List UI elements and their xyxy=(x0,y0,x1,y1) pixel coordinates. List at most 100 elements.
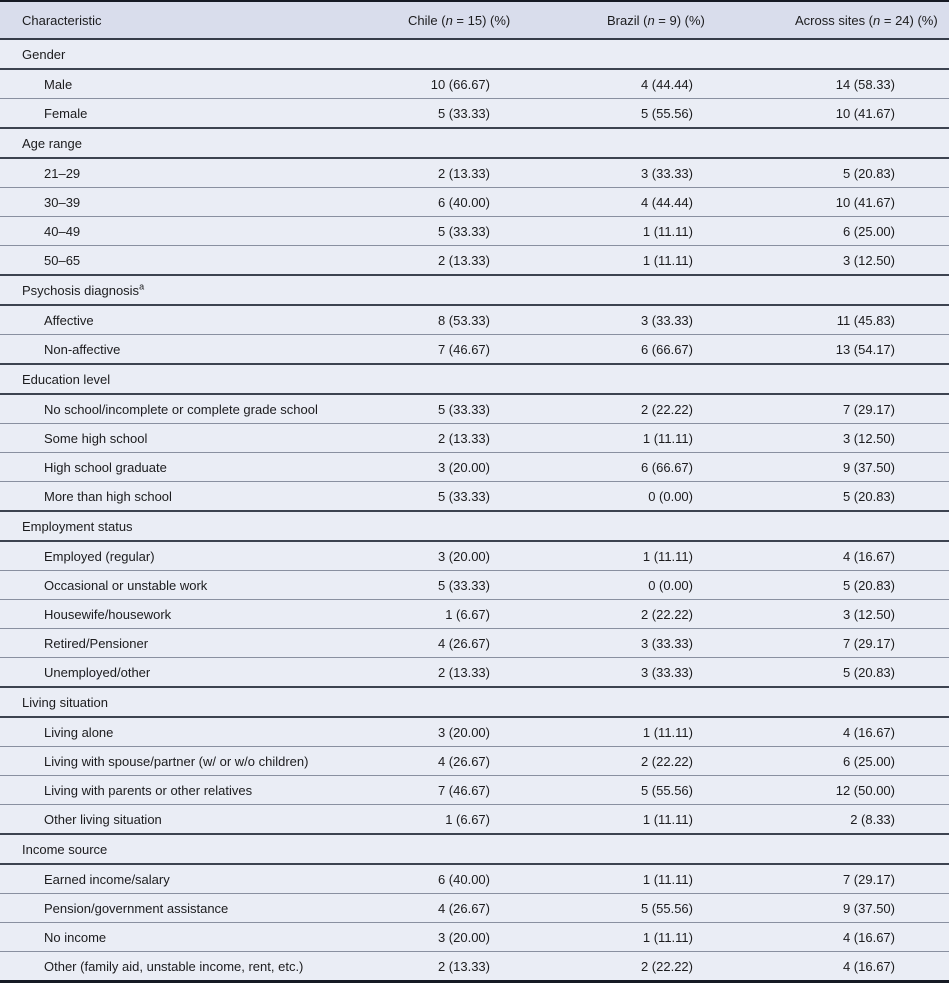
brazil-value: 1 (11.11) xyxy=(570,716,760,747)
row-label-cell: Gender xyxy=(0,38,385,70)
row-label-cell: Unemployed/other xyxy=(0,657,385,687)
table-row: Living with parents or other relatives 7… xyxy=(0,775,949,805)
table-row: Income source xyxy=(0,833,949,865)
across-sites-value xyxy=(760,833,949,865)
brazil-value: 3 (33.33) xyxy=(570,304,760,335)
brazil-value: 2 (22.22) xyxy=(570,746,760,776)
across-sites-value xyxy=(760,127,949,159)
brazil-value: 5 (55.56) xyxy=(570,775,760,805)
chile-value: 3 (20.00) xyxy=(385,922,570,952)
row-label: Employed (regular) xyxy=(44,548,155,564)
table-row: Age range xyxy=(0,127,949,159)
brazil-value: 0 (0.00) xyxy=(570,481,760,511)
table-row: Some high school 2 (13.33) 1 (11.11) 3 (… xyxy=(0,423,949,453)
row-label-cell: 50–65 xyxy=(0,245,385,275)
row-label-cell: Male xyxy=(0,68,385,99)
italic-n: n xyxy=(445,12,453,28)
chile-value: 3 (20.00) xyxy=(385,540,570,571)
row-label-cell: Housewife/housework xyxy=(0,599,385,629)
chile-value: 2 (13.33) xyxy=(385,657,570,687)
row-label: Unemployed/other xyxy=(44,664,151,680)
brazil-value: 4 (44.44) xyxy=(570,187,760,217)
brazil-value: 3 (33.33) xyxy=(570,657,760,687)
table-row: Occasional or unstable work 5 (33.33) 0 … xyxy=(0,570,949,600)
row-label-cell: 40–49 xyxy=(0,216,385,246)
brazil-value: 2 (22.22) xyxy=(570,951,760,982)
chile-value: 1 (6.67) xyxy=(385,804,570,834)
across-sites-value: 7 (29.17) xyxy=(760,628,949,658)
chile-value xyxy=(385,363,570,395)
row-label-cell: High school graduate xyxy=(0,452,385,482)
chile-value: 7 (46.67) xyxy=(385,334,570,364)
table-row: Other living situation 1 (6.67) 1 (11.11… xyxy=(0,804,949,834)
row-label: Other living situation xyxy=(44,811,162,827)
brazil-value: 1 (11.11) xyxy=(570,540,760,571)
table-row: Employment status xyxy=(0,510,949,542)
row-label-cell: 21–29 xyxy=(0,157,385,188)
across-sites-value: 9 (37.50) xyxy=(760,893,949,923)
brazil-value xyxy=(570,363,760,395)
column-header-chile: Chile (n = 15) (%) xyxy=(385,1,570,40)
across-sites-value: 3 (12.50) xyxy=(760,245,949,275)
row-label-cell: Affective xyxy=(0,304,385,335)
chile-value: 3 (20.00) xyxy=(385,452,570,482)
row-label: More than high school xyxy=(44,488,172,504)
brazil-value: 1 (11.11) xyxy=(570,863,760,894)
brazil-value xyxy=(570,510,760,542)
row-label-cell: No income xyxy=(0,922,385,952)
table-row: Employed (regular) 3 (20.00) 1 (11.11) 4… xyxy=(0,540,949,571)
row-label-cell: No school/incomplete or complete grade s… xyxy=(0,393,385,424)
header-row: Characteristic Chile (n = 15) (%) Brazil… xyxy=(0,1,949,40)
column-header-label: Chile ( xyxy=(408,12,446,28)
table-row: High school graduate 3 (20.00) 6 (66.67)… xyxy=(0,452,949,482)
chile-value xyxy=(385,274,570,306)
chile-value: 1 (6.67) xyxy=(385,599,570,629)
table-row: Living alone 3 (20.00) 1 (11.11) 4 (16.6… xyxy=(0,716,949,747)
row-label: Employment status xyxy=(22,518,133,534)
row-label-cell: More than high school xyxy=(0,481,385,511)
row-label-cell: Employment status xyxy=(0,510,385,542)
chile-value xyxy=(385,686,570,718)
table-row: No income 3 (20.00) 1 (11.11) 4 (16.67) xyxy=(0,922,949,952)
across-sites-value: 4 (16.67) xyxy=(760,922,949,952)
table-row: Education level xyxy=(0,363,949,395)
across-sites-value: 4 (16.67) xyxy=(760,951,949,982)
chile-value xyxy=(385,510,570,542)
table-row: Non-affective 7 (46.67) 6 (66.67) 13 (54… xyxy=(0,334,949,364)
row-label: 40–49 xyxy=(44,223,81,239)
table-row: No school/incomplete or complete grade s… xyxy=(0,393,949,424)
row-label-cell: Age range xyxy=(0,127,385,159)
across-sites-value: 10 (41.67) xyxy=(760,98,949,128)
chile-value: 6 (40.00) xyxy=(385,187,570,217)
row-label: Income source xyxy=(22,841,108,857)
brazil-value xyxy=(570,127,760,159)
row-label-cell: Psychosis diagnosisa xyxy=(0,274,385,306)
row-label: Male xyxy=(44,76,73,92)
table-row: 50–65 2 (13.33) 1 (11.11) 3 (12.50) xyxy=(0,245,949,275)
table-row: Other (family aid, unstable income, rent… xyxy=(0,951,949,982)
table-row: 30–39 6 (40.00) 4 (44.44) 10 (41.67) xyxy=(0,187,949,217)
chile-value: 5 (33.33) xyxy=(385,98,570,128)
row-label: Non-affective xyxy=(44,341,121,357)
brazil-value: 1 (11.11) xyxy=(570,423,760,453)
row-label-cell: Income source xyxy=(0,833,385,865)
row-label: Female xyxy=(44,105,88,121)
across-sites-value xyxy=(760,686,949,718)
brazil-value: 6 (66.67) xyxy=(570,334,760,364)
across-sites-value: 9 (37.50) xyxy=(760,452,949,482)
row-label: Psychosis diagnosis xyxy=(22,282,140,298)
column-header-label: = 24) (%) xyxy=(880,12,938,28)
row-label-cell: Other (family aid, unstable income, rent… xyxy=(0,951,385,982)
row-label: 50–65 xyxy=(44,252,81,268)
chile-value: 5 (33.33) xyxy=(385,481,570,511)
brazil-value: 0 (0.00) xyxy=(570,570,760,600)
across-sites-value: 6 (25.00) xyxy=(760,746,949,776)
across-sites-value: 6 (25.00) xyxy=(760,216,949,246)
chile-value: 2 (13.33) xyxy=(385,423,570,453)
brazil-value xyxy=(570,38,760,70)
chile-value xyxy=(385,38,570,70)
row-label-cell: Earned income/salary xyxy=(0,863,385,894)
row-label: Living with spouse/partner (w/ or w/o ch… xyxy=(44,753,309,769)
italic-n: n xyxy=(873,12,881,28)
brazil-value: 3 (33.33) xyxy=(570,157,760,188)
